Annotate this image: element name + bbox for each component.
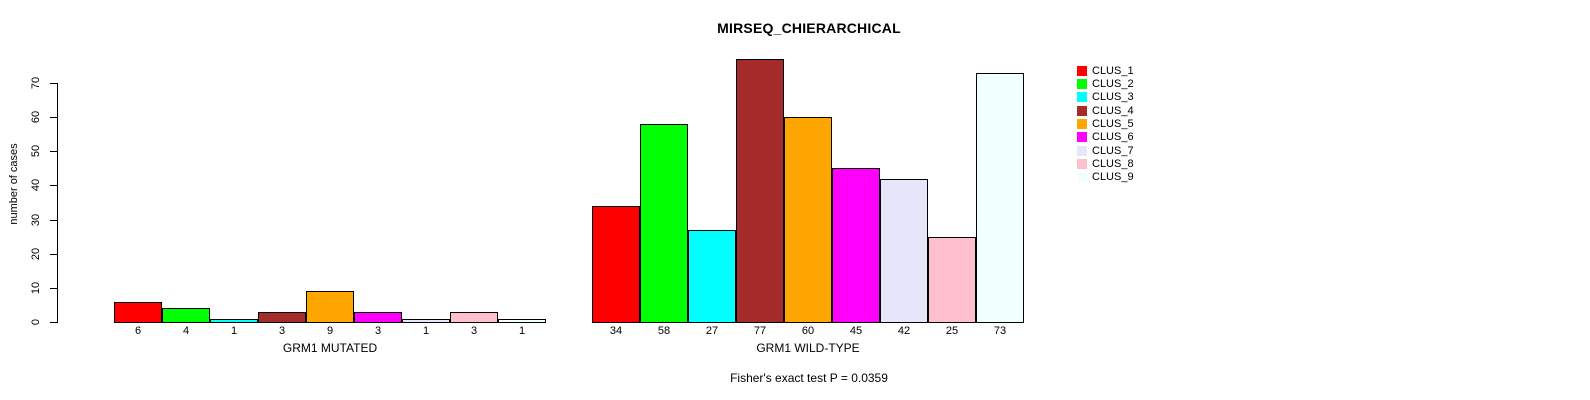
bar-value-label: 1: [518, 325, 526, 337]
bar-value-label: 42: [897, 325, 911, 337]
legend-item-clus_9: CLUS_9: [1077, 171, 1134, 184]
y-tick-label: 70: [30, 76, 42, 90]
bar-value-label: 3: [374, 325, 382, 337]
y-tick-label: 40: [30, 178, 42, 192]
y-tick-label: 20: [30, 247, 42, 261]
y-tick-mark: [50, 151, 57, 152]
legend-swatch-icon: [1077, 118, 1087, 129]
bar-clus_1-wild-type: [592, 206, 640, 323]
x-axis-group-label: GRM1 MUTATED: [282, 341, 378, 355]
legend-swatch-icon: [1077, 158, 1087, 169]
bar-value-label: 1: [422, 325, 430, 337]
y-tick-label: 50: [30, 144, 42, 158]
bar-clus_6-mutated: [354, 312, 402, 323]
bar-value-label: 1: [230, 325, 238, 337]
y-axis-line: [57, 83, 58, 323]
bar-clus_7-mutated: [402, 319, 450, 323]
bar-value-label: 3: [278, 325, 286, 337]
legend-swatch-icon: [1077, 92, 1087, 103]
legend-item-label: CLUS_2: [1092, 77, 1134, 90]
bar-value-label: 4: [182, 325, 190, 337]
bar-value-label: 73: [993, 325, 1007, 337]
bar-clus_1-mutated: [114, 302, 162, 323]
legend-swatch-icon: [1077, 105, 1087, 116]
bar-clus_7-wild-type: [880, 179, 928, 323]
y-tick-label: 0: [30, 318, 42, 326]
y-tick-mark: [50, 185, 57, 186]
legend-item-clus_5: CLUS_5: [1077, 117, 1134, 130]
bar-clus_5-wild-type: [784, 117, 832, 323]
legend-item-label: CLUS_7: [1092, 144, 1134, 157]
bar-clus_8-mutated: [450, 312, 498, 323]
y-tick-mark: [50, 117, 57, 118]
bar-value-label: 3: [470, 325, 478, 337]
bar-clus_4-wild-type: [736, 59, 784, 323]
y-tick-mark: [50, 83, 57, 84]
legend-item-clus_8: CLUS_8: [1077, 157, 1134, 170]
legend-item-clus_3: CLUS_3: [1077, 91, 1134, 104]
bar-value-label: 34: [609, 325, 623, 337]
bar-value-label: 77: [753, 325, 767, 337]
legend-item-label: CLUS_8: [1092, 157, 1134, 170]
y-tick-label: 10: [30, 281, 42, 295]
y-tick-mark: [50, 254, 57, 255]
legend-item-label: CLUS_5: [1092, 117, 1134, 130]
legend: CLUS_1 CLUS_2 CLUS_3 CLUS_4 CLUS_5 CLUS_6 CLUS…: [1077, 64, 1134, 184]
y-tick-mark: [50, 220, 57, 221]
bar-clus_5-mutated: [306, 291, 354, 323]
legend-item-clus_7: CLUS_7: [1077, 144, 1134, 157]
legend-item-label: CLUS_3: [1092, 91, 1134, 104]
bar-clus_2-wild-type: [640, 124, 688, 323]
bar-value-label: 45: [849, 325, 863, 337]
y-tick-mark: [50, 322, 57, 323]
y-axis-label: number of cases: [8, 143, 20, 225]
bar-clus_2-mutated: [162, 308, 210, 323]
x-axis-group-label: GRM1 WILD-TYPE: [756, 341, 860, 355]
legend-swatch-icon: [1077, 65, 1087, 76]
bar-value-label: 60: [801, 325, 815, 337]
bar-value-label: 25: [945, 325, 959, 337]
y-tick-label: 30: [30, 213, 42, 227]
legend-item-clus_1: CLUS_1: [1077, 64, 1134, 77]
legend-swatch-icon: [1077, 172, 1087, 183]
bar-value-label: 27: [705, 325, 719, 337]
bar-value-label: 58: [657, 325, 671, 337]
bar-value-label: 6: [134, 325, 142, 337]
legend-item-clus_4: CLUS_4: [1077, 104, 1134, 117]
stat-annotation: Fisher's exact test P = 0.0359: [730, 371, 888, 385]
legend-item-label: CLUS_6: [1092, 131, 1134, 144]
chart-title: MIRSEQ_CHIERARCHICAL: [717, 20, 901, 36]
legend-item-clus_2: CLUS_2: [1077, 77, 1134, 90]
bar-clus_3-wild-type: [688, 230, 736, 323]
legend-item-label: CLUS_4: [1092, 104, 1134, 117]
bar-clus_6-wild-type: [832, 168, 880, 323]
bar-clus_3-mutated: [210, 319, 258, 323]
legend-item-clus_6: CLUS_6: [1077, 131, 1134, 144]
bar-value-label: 9: [326, 325, 334, 337]
bar-clus_8-wild-type: [928, 237, 976, 323]
legend-swatch-icon: [1077, 132, 1087, 143]
y-tick-mark: [50, 288, 57, 289]
legend-swatch-icon: [1077, 145, 1087, 156]
legend-item-label: CLUS_9: [1092, 171, 1134, 184]
y-tick-label: 60: [30, 110, 42, 124]
bar-clus_4-mutated: [258, 312, 306, 323]
bar-clus_9-wild-type: [976, 73, 1024, 323]
legend-swatch-icon: [1077, 78, 1087, 89]
legend-item-label: CLUS_1: [1092, 64, 1134, 77]
bar-clus_9-mutated: [498, 319, 546, 323]
